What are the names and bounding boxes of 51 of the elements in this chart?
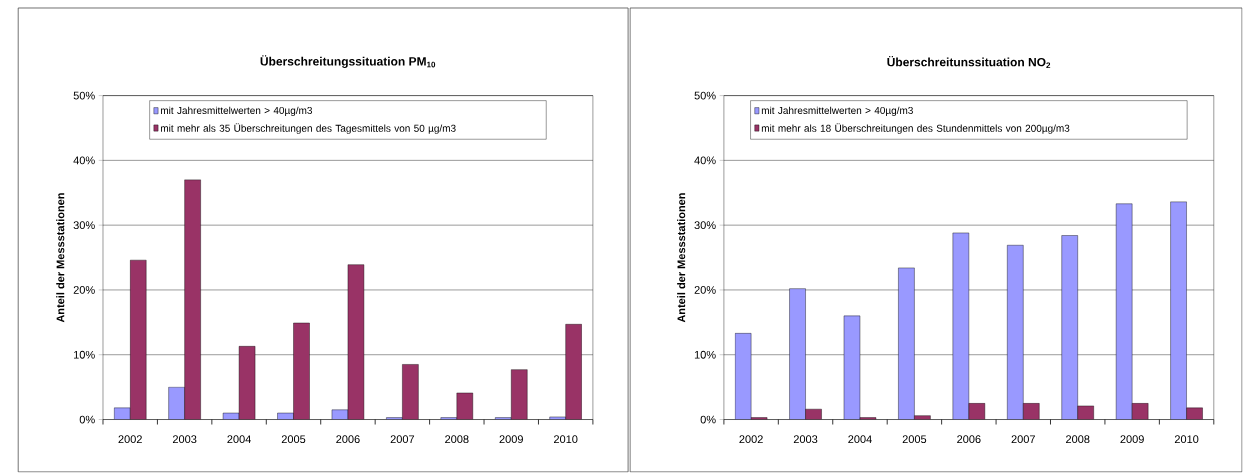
x-tick-label: 2002 — [118, 435, 142, 444]
x-tick-label: 2009 — [1120, 435, 1144, 444]
bar — [511, 369, 528, 420]
y-axis-title: Anteil der Messstationen — [677, 193, 686, 323]
legend-label: mit mehr als 18 Überschreitungen des Stundenmittels von 200µg/m3 — [761, 123, 1070, 135]
bar — [565, 324, 582, 420]
x-tick-label: 2008 — [1066, 435, 1090, 444]
x-tick-label: 2007 — [390, 435, 415, 444]
bar — [1170, 201, 1187, 420]
y-tick-label: 0% — [79, 415, 95, 424]
x-tick-label: 2007 — [1011, 435, 1035, 444]
x-tick-label: 2008 — [445, 435, 469, 444]
y-tick-label: 50% — [694, 91, 716, 100]
y-tick-label: 30% — [694, 221, 716, 230]
y-tick-label: 40% — [694, 156, 716, 165]
chart-title: Überschreitungssituation PM$_{10}$ — [260, 55, 436, 69]
y-tick-label: 30% — [73, 221, 95, 230]
y-tick-label: 20% — [694, 286, 716, 295]
bar — [293, 323, 310, 420]
bar — [402, 364, 419, 420]
chart-title: Überschreitunssituation NO$_{2}$ — [887, 56, 1051, 69]
x-tick-label: 2005 — [281, 435, 306, 444]
y-tick-label: 20% — [73, 286, 95, 295]
y-tick-label: 40% — [73, 156, 95, 165]
legend-label: mit Jahresmittelwerten > 40µg/m3 — [761, 106, 913, 117]
bar — [1061, 235, 1078, 420]
x-tick-label: 2010 — [1174, 435, 1199, 444]
bar — [184, 179, 201, 420]
y-axis-title: Anteil der Messstationen — [56, 193, 65, 323]
x-tick-label: 2004 — [227, 435, 251, 444]
y-tick-label: 50% — [73, 91, 95, 100]
x-tick-label: 2002 — [739, 435, 763, 444]
x-tick-label: 2003 — [793, 435, 818, 444]
bar — [952, 232, 970, 420]
y-tick-label: 10% — [74, 351, 95, 359]
bar — [1115, 203, 1133, 420]
bar — [1007, 245, 1024, 420]
x-tick-label: 2010 — [554, 435, 578, 444]
x-tick-label: 2006 — [336, 435, 360, 444]
legend-label: mit mehr als 35 Überschreitungen des Tagesmittels von 50 µg/m3 — [160, 123, 456, 135]
x-tick-label: 2004 — [848, 435, 872, 444]
y-tick-label: 10% — [694, 351, 716, 359]
bar — [130, 260, 147, 420]
x-tick-label: 2009 — [499, 435, 523, 444]
x-tick-label: 2006 — [957, 435, 981, 444]
bar — [789, 288, 806, 420]
legend-label: mit Jahresmittelwerten > 40µg/m3 — [160, 106, 313, 117]
y-tick-label: 0% — [700, 415, 716, 424]
x-tick-label: 2003 — [172, 435, 197, 444]
bar — [898, 267, 915, 420]
x-tick-label: 2005 — [902, 435, 927, 444]
